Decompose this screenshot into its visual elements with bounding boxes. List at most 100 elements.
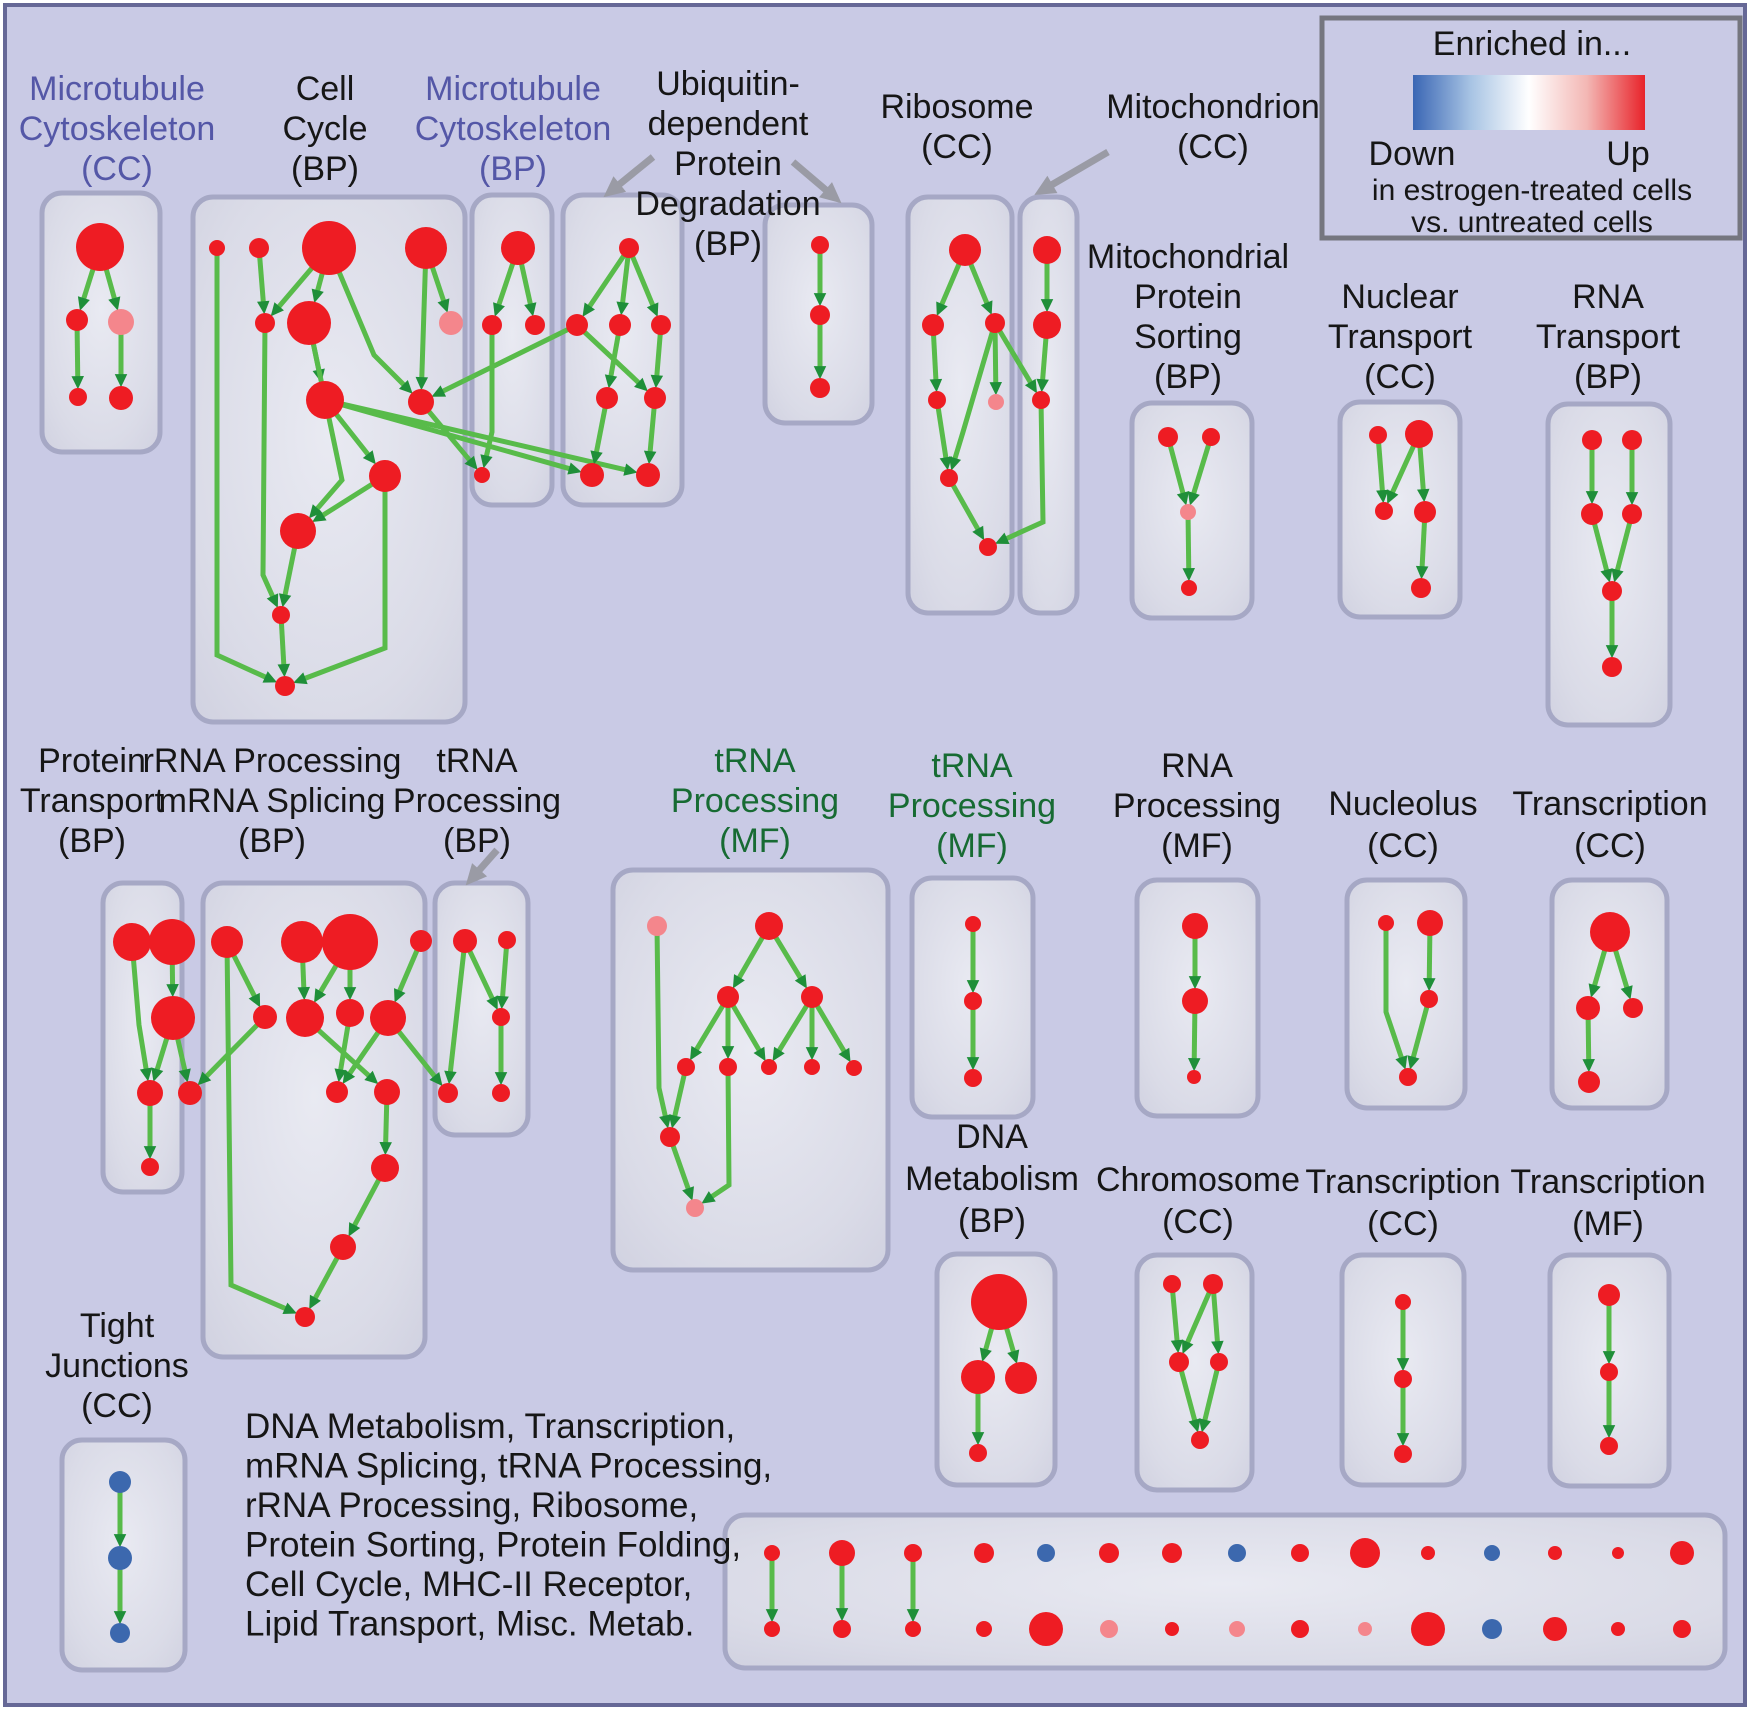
go-term-node-l3-up [151,996,195,1040]
go-term-node-z10b-weak-up [1358,1622,1372,1636]
go-term-node-i1-up [1158,427,1178,447]
label-rna-transport-bp-line-2: Transport [1536,318,1681,356]
go-term-node-o7-up [761,1059,777,1075]
go-term-node-k2-up [1622,430,1642,450]
go-term-node-s4-up [1399,1068,1417,1086]
legend-down-label: Down [1369,135,1456,173]
go-term-node-c7-weak-up [439,311,463,335]
go-term-node-e6-up [644,387,666,409]
label-ubiquitin-dependent-protein-degradation-bp-line-3: Protein [674,145,782,183]
go-term-node-o6-up [719,1058,737,1076]
enrichment-edge-v2-v3 [1182,1283,1216,1354]
go-term-node-n1-up [453,929,477,953]
go-term-node-j4-up [1414,501,1436,523]
enrichment-edge-e1-e4 [626,247,659,317]
label-cell-cycle-bp-line-1: Cell [296,70,355,108]
go-term-node-l5-up [178,1081,202,1105]
label-misc-cluster-list-line-2: mRNA Splicing, tRNA Processing, [245,1447,772,1486]
go-term-node-c8-up [306,381,344,419]
label-ubiquitin-dependent-protein-degradation-bp-line-2: dependent [648,105,809,143]
go-term-node-o5-up [677,1058,695,1076]
label-mitochondrial-protein-sorting-bp-line-1: Mitochondrial [1087,238,1289,276]
go-term-node-d3-up [525,315,545,335]
go-term-node-z11a-up [1421,1546,1435,1560]
enrichment-edge-c3-c9 [326,247,413,394]
go-term-node-z3b-up [905,1621,921,1637]
label-ribosome-cc-line-2: (CC) [921,128,993,166]
go-term-node-e3-up [609,314,631,336]
go-term-node-x3-up [1600,1437,1618,1455]
go-term-node-c2-up [249,238,269,258]
go-term-node-s2-up [1417,910,1443,936]
label-transcription-cc-mid-line-2: (CC) [1574,827,1646,865]
go-term-node-z4b-up [976,1621,992,1637]
go-term-node-v5-up [1191,1431,1209,1449]
pointer-ubiquitin-left-arrow-icon [603,154,656,198]
label-protein-transport-bp-line-1: Protein [38,742,146,780]
label-mitochondrion-cc-line-1: Mitochondrion [1106,88,1320,126]
go-term-node-m7-up [336,999,364,1027]
go-term-node-d4-up [474,467,490,483]
go-term-node-m2-up [281,921,323,963]
enrichment-edge-g6-g7 [946,476,985,541]
go-term-node-m9-up [326,1081,348,1103]
go-term-node-p2-up [964,992,982,1010]
pointer-ubiquitin-right-arrow-icon [790,159,842,204]
label-transcription-cc-bottom-line-1: Transcription [1305,1163,1500,1201]
go-term-node-k3-up [1581,503,1603,525]
go-term-node-a2-up [66,309,88,331]
go-term-node-z8b-weak-up [1229,1621,1245,1637]
enrichment-edge-e2-e6 [575,323,648,392]
go-term-node-z2b-up [833,1620,851,1638]
go-term-node-e4-up [651,315,671,335]
label-mitochondrial-protein-sorting-bp-line-3: Sorting [1134,318,1242,356]
cluster-box-chromosome [1134,1252,1255,1493]
go-term-node-u3-up [1005,1362,1037,1394]
go-term-node-k5-up [1602,581,1622,601]
go-term-node-f2-up [810,305,830,325]
go-term-node-v4-up [1210,1353,1228,1371]
go-term-node-c10-up [369,460,401,492]
legend-subtitle-1: in estrogen-treated cells [1372,174,1692,207]
go-term-node-n2-up [498,931,516,949]
go-term-node-z6a-up [1099,1543,1119,1563]
go-term-node-w1-up [1395,1294,1411,1310]
go-term-node-s3-up [1420,990,1438,1008]
enrichment-edge-c5-c12 [260,322,279,608]
go-term-node-i3-weak-up [1180,504,1196,520]
label-transcription-mf-line-1: Transcription [1510,1163,1705,1201]
go-term-node-f1-up [811,236,829,254]
label-cell-cycle-bp-line-3: (BP) [291,150,359,188]
go-term-node-z3a-up [904,1544,922,1562]
label-ribosome-cc-line-1: Ribosome [880,88,1033,126]
go-term-node-y2-down [108,1546,132,1570]
go-term-node-z14a-up [1612,1547,1624,1559]
go-term-node-c13-up [275,676,295,696]
go-term-node-t4-up [1578,1071,1600,1093]
go-term-node-t1-up [1590,912,1630,952]
label-microtubule-cytoskeleton-cc-line-2: Cytoskeleton [19,110,216,148]
go-term-node-z11b-up [1411,1612,1445,1646]
enrichment-edge-i2-i3 [1187,436,1214,506]
enrichment-edge-v1-v3 [1169,1283,1184,1354]
label-mitochondrion-cc-line-2: (CC) [1177,128,1249,166]
go-term-node-v1-up [1163,1275,1181,1293]
go-term-node-z2a-up [829,1540,855,1566]
go-term-node-m11-up [371,1154,399,1182]
label-transcription-cc-bottom-line-2: (CC) [1367,1205,1439,1243]
label-microtubule-cytoskeleton-cc-line-1: Microtubule [29,70,205,108]
go-term-node-p3-up [964,1069,982,1087]
go-term-node-h1-up [1033,236,1061,264]
go-term-node-c1-up [209,240,225,256]
pointer-mitochondrion-arrow-icon [1034,148,1110,196]
go-term-node-c5-up [255,313,275,333]
label-microtubule-cytoskeleton-bp-line-1: Microtubule [425,70,601,108]
label-chromosome-cc-line-1: Chromosome [1096,1161,1300,1199]
go-term-node-m5-up [253,1005,277,1029]
go-term-node-e1-up [619,238,639,258]
go-term-node-g5-weak-up [988,394,1004,410]
go-term-node-c4-up [405,227,447,269]
label-misc-cluster-list-line-4: Protein Sorting, Protein Folding, [245,1526,741,1565]
go-term-node-z9b-up [1291,1620,1309,1638]
go-term-node-c3-up [302,221,356,275]
